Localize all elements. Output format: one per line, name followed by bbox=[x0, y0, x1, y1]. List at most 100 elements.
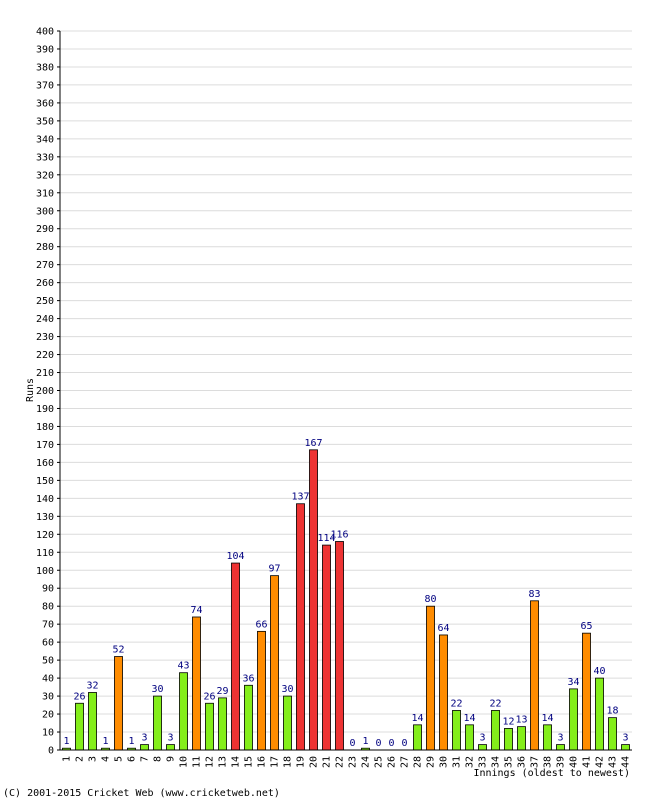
x-tick-label: 15 bbox=[244, 756, 255, 768]
y-tick-label: 80 bbox=[42, 602, 54, 613]
value-label: 36 bbox=[242, 673, 254, 684]
x-tick-label: 19 bbox=[296, 756, 307, 768]
y-tick-label: 170 bbox=[36, 440, 54, 451]
y-tick-label: 390 bbox=[36, 44, 54, 55]
value-label: 18 bbox=[606, 706, 618, 717]
value-label: 137 bbox=[291, 492, 309, 503]
value-label: 1 bbox=[128, 736, 134, 747]
x-tick-label: 36 bbox=[517, 756, 528, 768]
y-tick-label: 0 bbox=[48, 746, 54, 757]
y-tick-label: 260 bbox=[36, 278, 54, 289]
x-tick-label: 8 bbox=[153, 756, 164, 762]
x-axis-title: Innings (oldest to newest) bbox=[473, 768, 630, 779]
value-label: 12 bbox=[502, 716, 514, 727]
bar bbox=[491, 710, 500, 751]
x-axis-ticks: 1 2 3 4 5 6 7 8 9 10 11 12 13 14 15 16 17 18 19 20 21 22 23 24 2… bbox=[62, 756, 632, 768]
value-label: 0 bbox=[388, 738, 394, 749]
bar bbox=[231, 562, 240, 751]
bar bbox=[205, 702, 214, 751]
y-tick-label: 150 bbox=[36, 476, 54, 487]
value-label: 64 bbox=[437, 623, 449, 634]
value-label: 1 bbox=[102, 736, 108, 747]
value-label: 3 bbox=[141, 733, 147, 744]
x-tick-label: 3 bbox=[88, 756, 99, 762]
x-tick-label: 40 bbox=[569, 756, 580, 768]
y-tick-label: 130 bbox=[36, 512, 54, 523]
y-tick-label: 300 bbox=[36, 206, 54, 217]
y-tick-label: 180 bbox=[36, 422, 54, 433]
x-tick-label: 29 bbox=[426, 756, 437, 768]
value-label: 97 bbox=[268, 564, 280, 575]
x-tick-label: 37 bbox=[530, 756, 541, 768]
y-tick-label: 200 bbox=[36, 386, 54, 397]
value-label: 114 bbox=[317, 533, 335, 544]
value-label: 116 bbox=[330, 529, 348, 540]
value-label: 52 bbox=[112, 645, 124, 656]
bar bbox=[504, 728, 513, 751]
x-tick-label: 32 bbox=[465, 756, 476, 768]
bar bbox=[270, 575, 279, 751]
bars bbox=[62, 449, 630, 751]
x-tick-label: 42 bbox=[595, 756, 606, 768]
y-tick-label: 290 bbox=[36, 224, 54, 235]
bar bbox=[309, 449, 318, 751]
y-tick-label: 340 bbox=[36, 134, 54, 145]
y-tick-label: 100 bbox=[36, 566, 54, 577]
x-tick-label: 6 bbox=[127, 756, 138, 762]
bar bbox=[569, 688, 578, 751]
y-tick-label: 20 bbox=[42, 710, 54, 721]
y-tick-label: 50 bbox=[42, 656, 54, 667]
bar bbox=[413, 724, 422, 751]
x-tick-label: 28 bbox=[413, 756, 424, 768]
x-tick-label: 24 bbox=[361, 756, 372, 768]
bar bbox=[283, 695, 292, 751]
x-tick-label: 11 bbox=[192, 756, 203, 768]
x-tick-label: 44 bbox=[621, 756, 632, 768]
bar bbox=[621, 744, 630, 751]
value-label: 40 bbox=[593, 666, 605, 677]
x-tick-label: 23 bbox=[348, 756, 359, 768]
bar bbox=[166, 744, 175, 751]
bar bbox=[426, 605, 435, 751]
y-tick-label: 360 bbox=[36, 98, 54, 109]
value-label: 22 bbox=[450, 698, 462, 709]
bar bbox=[608, 717, 617, 751]
value-label: 3 bbox=[167, 733, 173, 744]
value-label: 1 bbox=[63, 736, 69, 747]
value-label: 3 bbox=[622, 733, 628, 744]
axes bbox=[59, 31, 632, 751]
x-tick-label: 9 bbox=[166, 756, 177, 762]
value-label: 34 bbox=[567, 677, 579, 688]
y-axis-title: Runs bbox=[25, 378, 36, 402]
value-label: 14 bbox=[411, 713, 423, 724]
value-label: 14 bbox=[541, 713, 553, 724]
value-label: 30 bbox=[281, 684, 293, 695]
x-tick-label: 2 bbox=[75, 756, 86, 762]
gridlines bbox=[60, 30, 632, 733]
x-tick-label: 38 bbox=[543, 756, 554, 768]
y-tick-label: 140 bbox=[36, 494, 54, 505]
value-label: 65 bbox=[580, 621, 592, 632]
value-label: 167 bbox=[304, 438, 322, 449]
value-label: 66 bbox=[255, 619, 267, 630]
x-tick-label: 35 bbox=[504, 756, 515, 768]
value-label: 13 bbox=[515, 715, 527, 726]
x-tick-label: 17 bbox=[270, 756, 281, 768]
y-tick-label: 10 bbox=[42, 728, 54, 739]
value-label: 14 bbox=[463, 713, 475, 724]
y-tick-label: 400 bbox=[36, 27, 54, 38]
bar bbox=[296, 503, 305, 751]
bar bbox=[543, 724, 552, 751]
bar bbox=[517, 726, 526, 751]
y-tick-label: 270 bbox=[36, 260, 54, 271]
value-label: 0 bbox=[349, 738, 355, 749]
value-label: 1 bbox=[362, 736, 368, 747]
x-tick-label: 13 bbox=[218, 756, 229, 768]
value-label: 3 bbox=[557, 733, 563, 744]
bar bbox=[335, 541, 344, 751]
value-label: 26 bbox=[203, 691, 215, 702]
y-tick-label: 370 bbox=[36, 80, 54, 91]
bar bbox=[88, 692, 97, 751]
